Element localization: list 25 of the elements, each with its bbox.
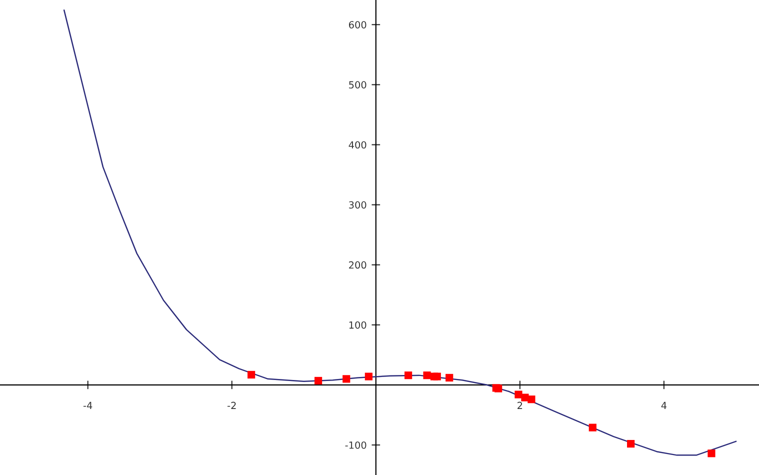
point (588, 424, 596, 432)
point (364, 372, 372, 380)
point (248, 370, 256, 379)
x-tick-label: -4 (83, 402, 92, 409)
y-tick-label: 200 (349, 261, 366, 269)
y-tick-label: 300 (349, 201, 366, 209)
point (528, 396, 536, 404)
x-tick-label: -2 (228, 402, 236, 409)
y-tick-label: 600 (348, 21, 366, 28)
point (708, 450, 716, 458)
point (627, 440, 635, 448)
point (342, 375, 350, 383)
y-tick-label: 400 (348, 141, 366, 149)
y-tick-label: 100 (349, 321, 366, 329)
point (494, 384, 502, 392)
y-tick-label: 500 (349, 81, 366, 89)
x-tick-label: 2 (518, 402, 522, 409)
point (423, 372, 431, 380)
point (404, 372, 412, 380)
point (314, 376, 322, 385)
y-tick-label: -100 (345, 441, 366, 449)
line-series (63, 10, 737, 456)
x-tick-label: 4 (661, 402, 666, 409)
point (446, 374, 454, 382)
point (433, 372, 441, 380)
